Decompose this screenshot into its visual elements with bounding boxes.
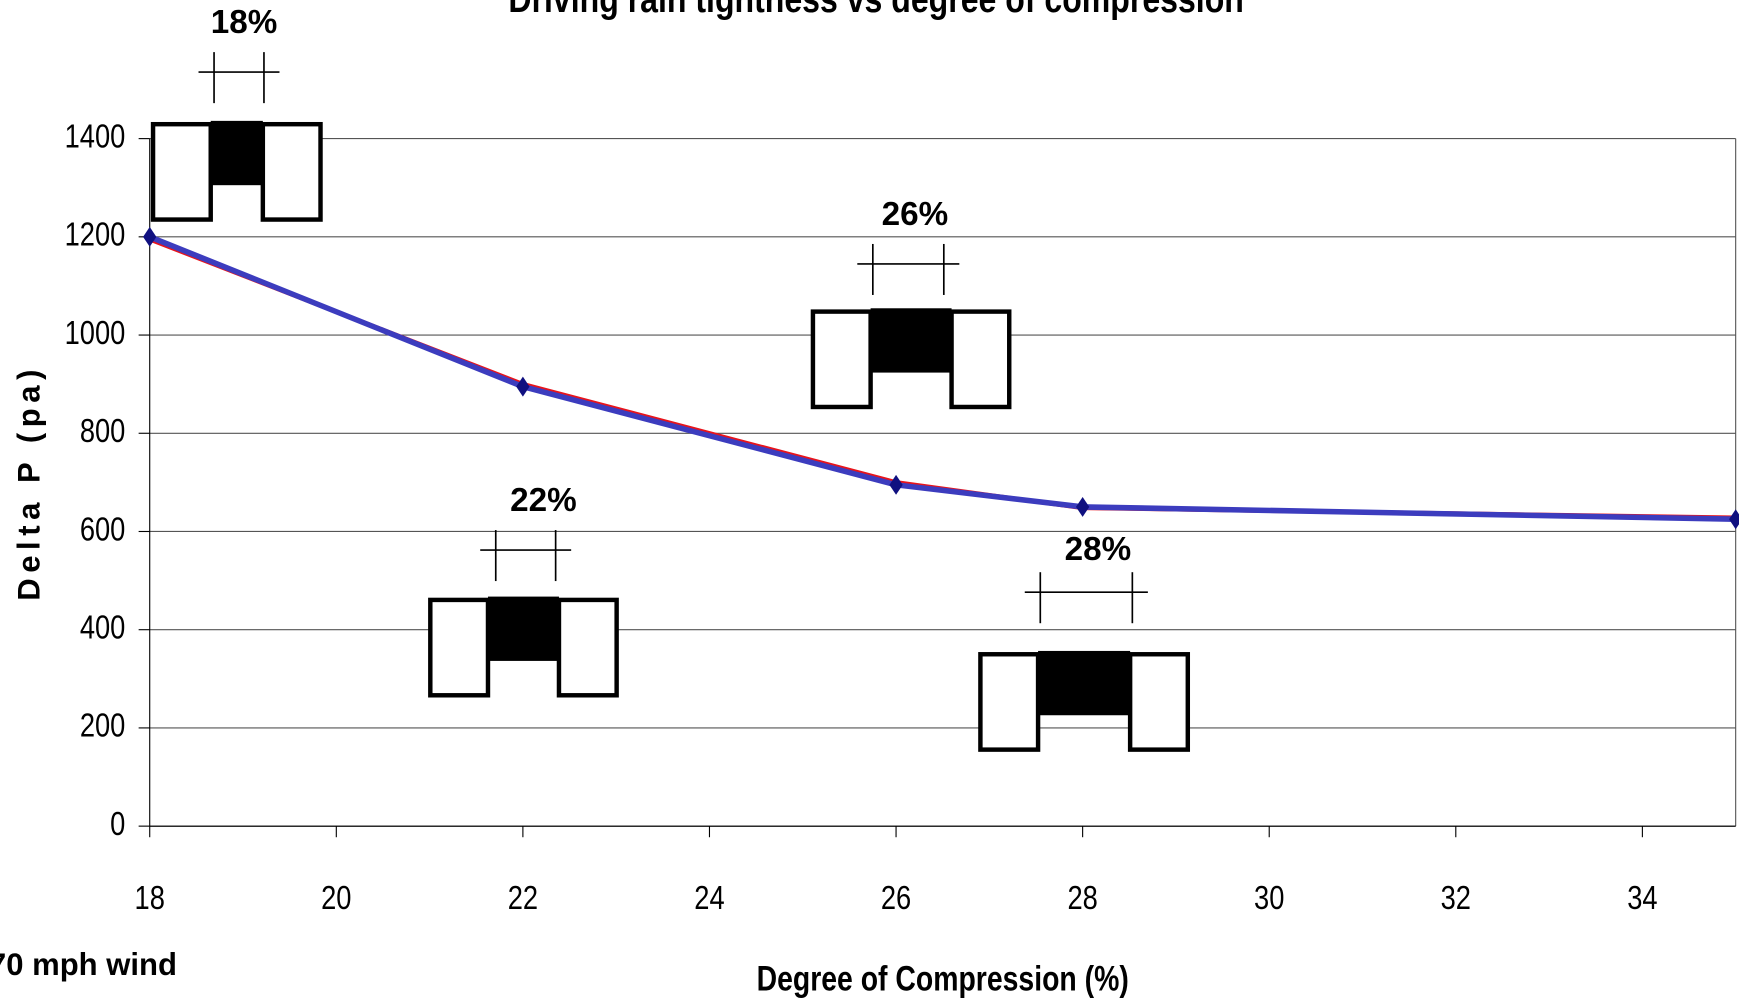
annotation: 26% (882, 196, 949, 233)
y-axis-label: Delta P (pa) (11, 364, 46, 601)
chart-title: Driving rain tightness vs degree of comp… (508, 0, 1243, 21)
icon-gasket (870, 308, 952, 373)
icon-gasket (1038, 650, 1131, 716)
icon-box (949, 309, 1012, 410)
marker (516, 376, 530, 397)
x-axis-label: Degree of Compression (%) (757, 959, 1129, 999)
series-line (148, 234, 1736, 522)
y-tick-label: 1400 (65, 118, 126, 155)
icon-box (810, 309, 873, 410)
y-tick-label: 400 (80, 609, 125, 646)
marker (889, 474, 903, 495)
x-tick-label: 30 (1254, 880, 1284, 917)
x-tick-label: 26 (881, 880, 911, 917)
icon-box (978, 652, 1041, 752)
x-tick-label: 32 (1441, 880, 1471, 917)
annotation: 22% (510, 482, 577, 519)
marker (1075, 496, 1090, 517)
annotation: 18% (211, 4, 278, 41)
marker (143, 226, 157, 247)
icon-box (428, 597, 491, 698)
y-tick-label: 0 (110, 805, 125, 842)
x-tick-label: 28 (1067, 880, 1097, 917)
marker (1729, 509, 1739, 530)
y-tick-label: 200 (80, 707, 125, 744)
icon-box (260, 121, 323, 222)
y-tick-label: 800 (80, 413, 125, 450)
icon-gasket (210, 120, 263, 186)
annotation: 28% (1065, 531, 1132, 568)
icon-gasket (487, 596, 559, 661)
y-tick-label: 600 (80, 511, 125, 548)
x-tick-label: 24 (694, 880, 724, 917)
y-tick-label: 1000 (65, 314, 126, 351)
x-tick-label: 20 (321, 880, 351, 917)
note: 70 mph wind (0, 947, 177, 982)
series-line (148, 237, 1736, 520)
x-tick-label: 22 (508, 880, 538, 917)
icon-box (1127, 652, 1191, 752)
icon-box (150, 121, 213, 222)
x-tick-label: 34 (1627, 880, 1657, 917)
y-tick-label: 1200 (65, 216, 126, 253)
x-tick-label: 18 (135, 880, 165, 917)
icon-box (556, 597, 619, 698)
